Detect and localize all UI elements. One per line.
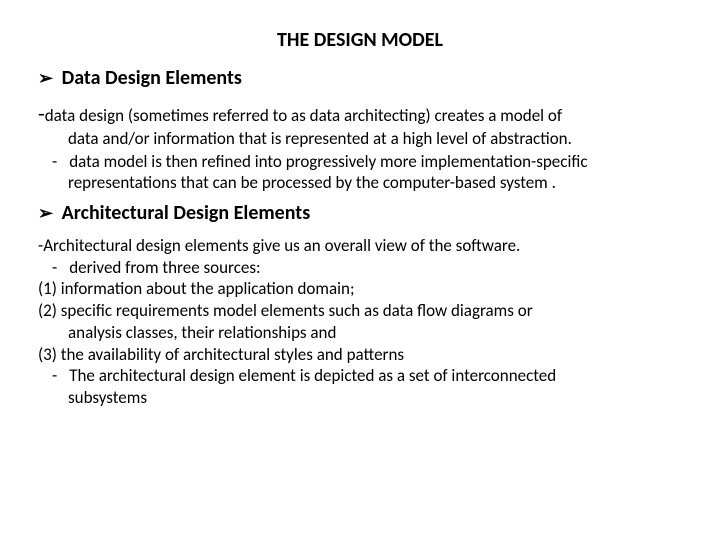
heading-text: Data Design Elements [62, 66, 242, 90]
dash-icon: - [38, 100, 45, 127]
arch-line-2: -derived from three sources: [38, 257, 682, 278]
section-heading-architectural: ➢ Architectural Design Elements [38, 201, 682, 225]
arch-line-4a: (2) specific requirements model elements… [38, 300, 682, 322]
dash-icon: - [52, 365, 57, 386]
data-design-lead-cont: data and/or information that is represen… [38, 128, 682, 149]
section-heading-data-design: ➢ Data Design Elements [38, 66, 682, 90]
arch-line-4b: analysis classes, their relationships an… [38, 322, 682, 344]
heading-text: Architectural Design Elements [62, 201, 311, 225]
data-design-bullet-cont: representations that can be processed by… [38, 172, 682, 193]
data-design-lead: -data design (sometimes referred to as d… [38, 100, 682, 128]
data-design-bullet: -data model is then refined into progres… [38, 151, 682, 172]
arch-line-5: (3) the availability of architectural st… [38, 344, 682, 366]
arch-line-3: (1) information about the application do… [38, 278, 682, 300]
page-title: THE DESIGN MODEL [38, 28, 682, 52]
chevron-right-icon: ➢ [38, 68, 53, 89]
arch-line-6b: subsystems [38, 387, 682, 409]
lead-text: data design (sometimes referred to as da… [45, 105, 562, 126]
arch-line-6: -The architectural design element is dep… [38, 365, 682, 386]
line-text: The architectural design element is depi… [69, 365, 556, 386]
dash-icon: - [52, 151, 57, 172]
dash-icon: - [52, 257, 57, 278]
line-text: derived from three sources: [69, 257, 260, 278]
chevron-right-icon: ➢ [38, 203, 53, 224]
arch-line-1: -Architectural design elements give us a… [38, 235, 682, 257]
bullet-text: data model is then refined into progress… [69, 151, 587, 172]
